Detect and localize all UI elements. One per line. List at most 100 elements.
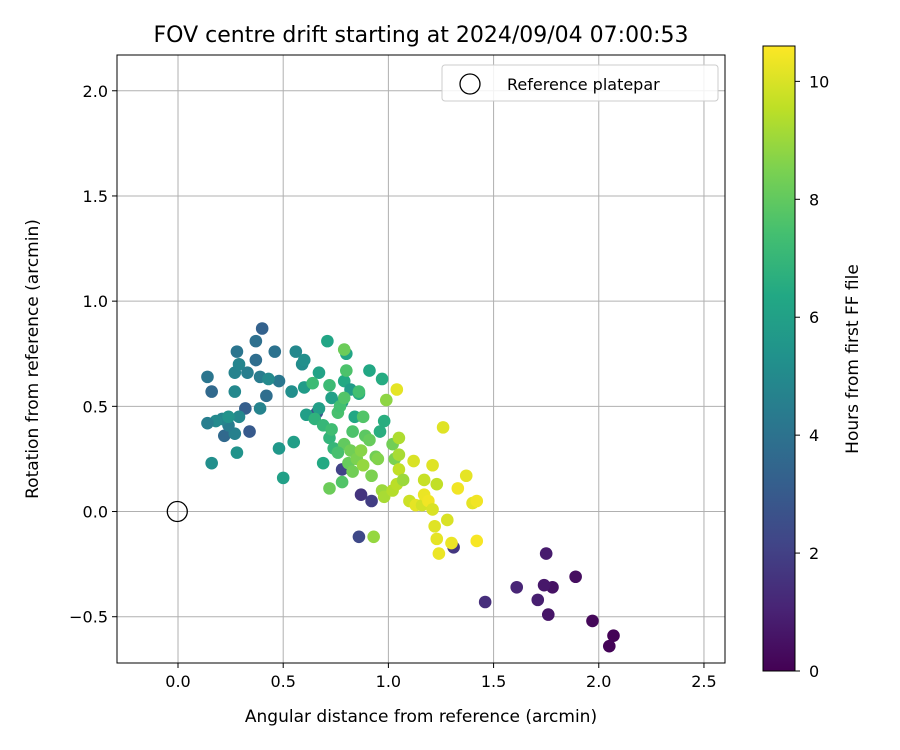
- data-point: [432, 547, 446, 560]
- data-point: [285, 385, 298, 398]
- data-point: [268, 345, 282, 358]
- data-point: [440, 513, 454, 527]
- y-tick-label: 0.5: [83, 397, 108, 416]
- data-point: [337, 343, 351, 356]
- data-point: [323, 482, 336, 495]
- colorbar-tick-label: 6: [809, 308, 819, 327]
- data-point: [470, 494, 484, 508]
- colorbar-tick-label: 0: [809, 662, 819, 681]
- data-point: [537, 578, 551, 592]
- data-point: [390, 383, 404, 396]
- data-point: [365, 494, 378, 508]
- data-point: [262, 372, 275, 386]
- data-point: [451, 482, 465, 495]
- data-point: [272, 374, 286, 388]
- x-tick-label: 2.5: [691, 672, 716, 691]
- data-point: [354, 444, 368, 457]
- y-tick-label: 2.0: [83, 82, 108, 101]
- data-point: [321, 334, 334, 348]
- legend-marker-icon: [459, 73, 481, 95]
- data-point: [201, 370, 214, 384]
- data-point: [325, 423, 338, 436]
- data-point: [346, 425, 359, 438]
- y-axis-label: Rotation from reference (arcmin): [23, 219, 43, 499]
- data-point: [356, 410, 370, 424]
- data-point: [459, 469, 473, 483]
- data-point: [253, 402, 267, 415]
- data-point: [272, 442, 286, 455]
- x-tick-label: 1.5: [481, 672, 506, 691]
- legend: Reference platepar: [441, 64, 719, 102]
- colorbar-tick-label: 4: [809, 426, 819, 445]
- data-point: [340, 364, 353, 377]
- reference-platepar-marker: [166, 500, 188, 523]
- data-point: [312, 366, 326, 379]
- data-point: [510, 580, 524, 594]
- data-point: [232, 410, 246, 424]
- data-point: [363, 433, 376, 447]
- data-point: [445, 536, 458, 550]
- data-points: [201, 322, 620, 653]
- colorbar-label: Hours from first FF file: [843, 264, 863, 454]
- data-point: [217, 429, 231, 443]
- data-point: [335, 475, 349, 489]
- data-point: [205, 385, 218, 398]
- data-point: [287, 435, 301, 449]
- x-tick-label: 0.0: [165, 672, 190, 691]
- data-point: [371, 452, 385, 466]
- data-point: [230, 446, 244, 459]
- data-point: [392, 431, 406, 445]
- data-point: [539, 547, 553, 560]
- data-point: [426, 503, 439, 516]
- data-point: [363, 364, 376, 377]
- y-tick-label: −0.5: [69, 608, 108, 627]
- data-point: [430, 532, 444, 546]
- data-point: [331, 446, 345, 459]
- data-point: [249, 353, 263, 367]
- data-point: [325, 391, 338, 405]
- data-point: [337, 391, 351, 405]
- colorbar-gradient: [762, 45, 796, 672]
- data-point: [260, 389, 273, 403]
- data-point: [316, 456, 330, 470]
- y-axis-ticks: −0.5 0.0 0.5 1.0 1.5 2.0: [69, 82, 117, 627]
- data-point: [352, 530, 366, 544]
- data-point: [352, 385, 366, 398]
- data-point: [205, 456, 218, 470]
- colorbar-ticks: 0 2 4 6 8 10: [795, 72, 829, 681]
- data-point: [354, 488, 368, 501]
- data-point: [377, 414, 391, 428]
- data-point: [255, 322, 269, 335]
- data-point: [531, 593, 545, 607]
- data-point: [373, 425, 387, 438]
- data-point: [323, 378, 336, 392]
- data-point: [541, 608, 555, 621]
- data-point: [392, 463, 406, 476]
- data-point: [470, 534, 484, 548]
- y-tick-label: 1.5: [83, 187, 108, 206]
- data-point: [569, 570, 582, 584]
- x-tick-label: 2.0: [586, 672, 611, 691]
- data-point: [602, 639, 616, 653]
- data-point: [407, 454, 420, 468]
- data-point: [228, 385, 242, 398]
- data-point: [586, 614, 599, 628]
- x-axis-label: Angular distance from reference (arcmin): [245, 707, 597, 727]
- data-point: [230, 345, 244, 358]
- data-point: [478, 595, 492, 609]
- legend-box: [441, 64, 719, 102]
- data-point: [346, 465, 359, 478]
- data-point: [607, 629, 620, 642]
- data-point: [430, 477, 444, 491]
- x-axis-ticks: 0.0 0.5 1.0 1.5 2.0 2.5: [165, 663, 717, 691]
- data-point: [306, 376, 319, 390]
- data-point: [276, 471, 290, 485]
- data-point: [375, 372, 389, 386]
- data-point: [356, 458, 370, 472]
- colorbar-tick-label: 8: [809, 190, 819, 209]
- colorbar-tick-label: 2: [809, 544, 819, 563]
- plot-frame: [116, 54, 726, 664]
- data-point: [297, 353, 311, 367]
- data-point: [243, 425, 256, 438]
